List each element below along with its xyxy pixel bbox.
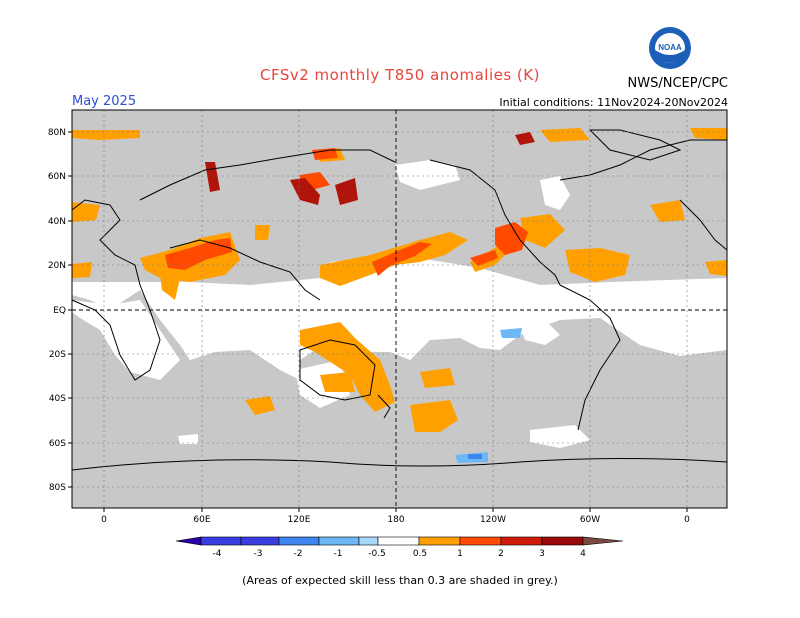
colorbar-cell bbox=[200, 536, 242, 546]
footnote: (Areas of expected skill less than 0.3 a… bbox=[242, 574, 558, 587]
equator-dateline bbox=[72, 110, 727, 508]
lat-label: 60N bbox=[48, 172, 66, 182]
warm-anomaly-1-2 bbox=[165, 148, 528, 276]
colorbar-cell bbox=[582, 536, 624, 546]
lat-label: 20N bbox=[48, 261, 66, 271]
colorbar-tick: -1 bbox=[334, 549, 343, 559]
colorbar-tick: -4 bbox=[213, 549, 222, 559]
lon-label: 180 bbox=[387, 515, 404, 525]
colorbar-tick: 1 bbox=[457, 549, 463, 559]
colorbar-cell bbox=[318, 536, 360, 546]
colorbar-cell bbox=[377, 536, 420, 546]
noaa-logo: NOAA bbox=[649, 27, 691, 69]
lon-label: 60E bbox=[193, 515, 210, 525]
colorbar-labels: -4 -3 -2 -1 -0.5 0.5 1 2 3 4 bbox=[213, 549, 587, 559]
colorbar-tick: -3 bbox=[254, 549, 263, 559]
colorbar-cell bbox=[240, 536, 280, 546]
lon-label: 60W bbox=[580, 515, 600, 525]
lat-label: 80S bbox=[49, 483, 66, 493]
lat-label: 40N bbox=[48, 217, 66, 227]
map-title: CFSv2 monthly T850 anomalies (K) bbox=[260, 66, 540, 84]
lat-label: EQ bbox=[53, 306, 66, 316]
lon-label: 0 bbox=[101, 515, 107, 525]
warm-anomaly-2-3 bbox=[205, 132, 535, 205]
initial-conditions: Initial conditions: 11Nov2024-20Nov2024 bbox=[499, 96, 728, 109]
longitude-labels: 0 60E 120E 180 120W 60W 0 bbox=[101, 515, 690, 525]
lon-label: 120W bbox=[480, 515, 506, 525]
lat-label: 60S bbox=[49, 439, 66, 449]
map-frame bbox=[71, 109, 728, 509]
lat-label: 20S bbox=[49, 350, 66, 360]
noaa-logo-text: NOAA bbox=[658, 43, 682, 52]
lon-label: 0 bbox=[684, 515, 690, 525]
lat-lon-grid bbox=[72, 110, 727, 508]
colorbar-tick: 3 bbox=[539, 549, 545, 559]
colorbar-cell bbox=[278, 536, 320, 546]
colorbar-tick: -0.5 bbox=[368, 549, 386, 559]
lon-label: 120E bbox=[288, 515, 311, 525]
agency-label: NWS/NCEP/CPC bbox=[627, 76, 728, 91]
colorbar-cell bbox=[418, 536, 461, 546]
forecast-month: May 2025 bbox=[72, 94, 137, 109]
colorbar-tick: -2 bbox=[294, 549, 303, 559]
colorbar-tick: 2 bbox=[498, 549, 504, 559]
colorbar-cell bbox=[541, 536, 584, 546]
colorbar-tick: 4 bbox=[580, 549, 586, 559]
latitude-labels: 80N 60N 40N 20N EQ 20S 40S 60S 80S bbox=[48, 128, 66, 493]
colorbar-cell bbox=[500, 536, 543, 546]
colorbar-cell bbox=[175, 536, 202, 546]
colorbar bbox=[175, 536, 624, 546]
axis-ticks bbox=[68, 131, 688, 512]
cold-anomaly-strong bbox=[468, 454, 482, 459]
colorbar-tick: 0.5 bbox=[413, 549, 427, 559]
colorbar-cell bbox=[459, 536, 502, 546]
coastlines bbox=[71, 129, 728, 471]
lat-label: 80N bbox=[48, 128, 66, 138]
lat-label: 40S bbox=[49, 394, 66, 404]
colorbar-cell bbox=[358, 536, 379, 546]
